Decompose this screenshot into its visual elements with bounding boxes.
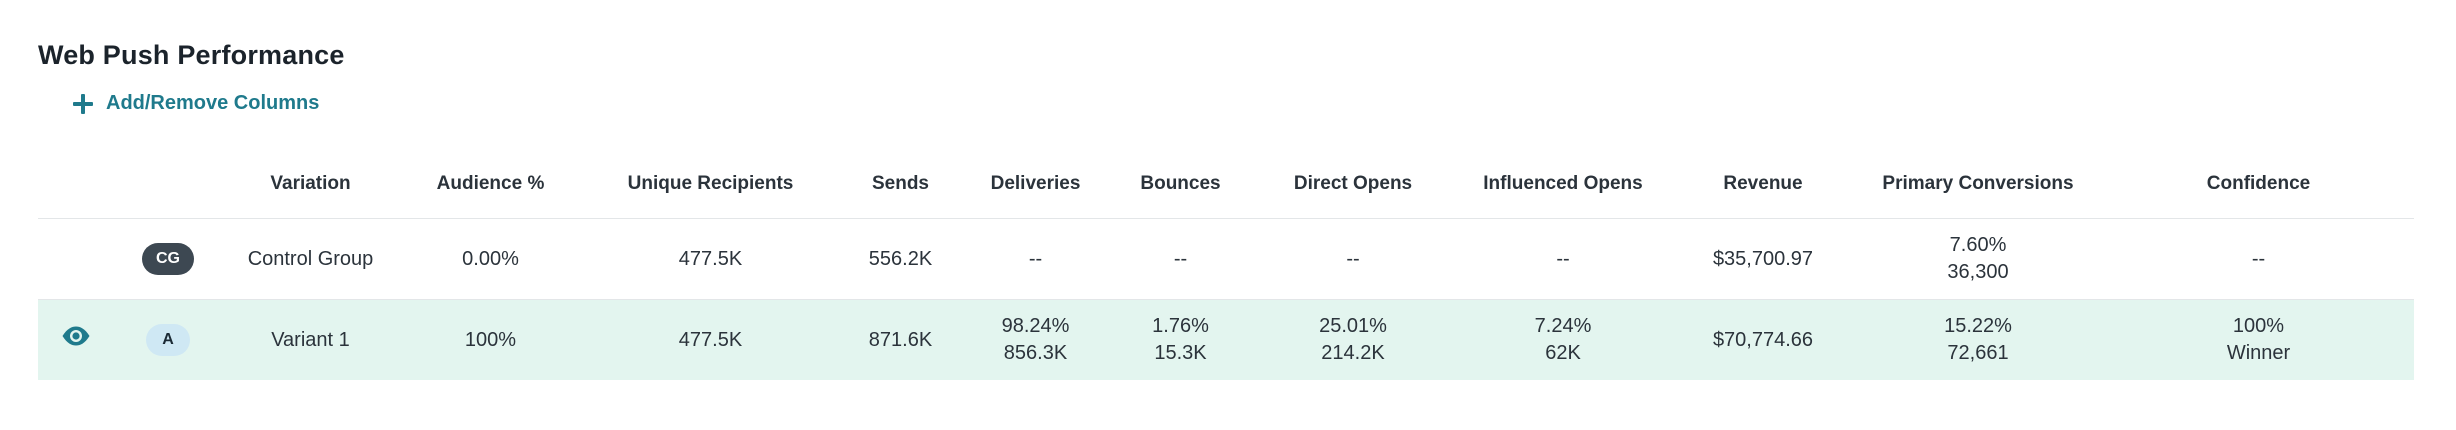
add-remove-columns-label: Add/Remove Columns <box>106 92 320 114</box>
table-row: CG Control Group 0.00% 477.5K 556.2K -- … <box>38 218 2414 300</box>
column-header-icon <box>38 150 113 219</box>
confidence-value: -- <box>2251 247 2266 270</box>
column-header-variation: Variation <box>223 150 398 219</box>
influenced-opens-count: 62K <box>1545 342 1581 364</box>
confidence-value: 100% <box>2232 315 2285 337</box>
column-header-bounces: Bounces <box>1108 150 1253 219</box>
winner-label: Winner <box>2226 342 2291 364</box>
confidence-cell: 100% Winner <box>2103 299 2414 380</box>
variation-cell: Control Group <box>223 218 398 300</box>
revenue-cell: $35,700.97 <box>1673 218 1853 300</box>
direct-opens-count: 214.2K <box>1321 342 1385 364</box>
influenced-opens-cell: -- <box>1453 218 1673 300</box>
direct-opens-cell: -- <box>1253 218 1453 300</box>
unique-recipients-cell: 477.5K <box>583 218 838 300</box>
revenue-cell: $70,774.66 <box>1673 299 1853 380</box>
variation-cell: Variant 1 <box>223 299 398 380</box>
badge-cell: A <box>113 299 223 380</box>
direct-opens-rate: 25.01% <box>1319 315 1387 337</box>
row-icon-cell <box>38 299 113 380</box>
audience-cell: 0.00% <box>398 218 583 300</box>
deliveries-cell: 98.24% 856.3K <box>963 299 1108 380</box>
eye-icon[interactable] <box>61 326 91 354</box>
confidence-cell: -- <box>2103 218 2414 300</box>
variant-badge: A <box>146 324 190 356</box>
deliveries-count: 856.3K <box>1003 342 1068 364</box>
bounces-rate: 1.76% <box>1152 315 1209 337</box>
deliveries-cell: -- <box>963 218 1108 300</box>
primary-conversions-rate: 15.22% <box>1944 315 2012 337</box>
direct-opens-rate: -- <box>1346 247 1360 270</box>
column-header-badge <box>113 150 223 219</box>
unique-recipients-cell: 477.5K <box>583 299 838 380</box>
primary-conversions-count: 36,300 <box>1947 261 2009 283</box>
influenced-opens-rate: -- <box>1556 247 1570 270</box>
performance-table: Variation Audience % Unique Recipients S… <box>38 150 2414 380</box>
badge-cell: CG <box>113 218 223 300</box>
column-header-direct-opens: Direct Opens <box>1253 150 1453 219</box>
direct-opens-cell: 25.01% 214.2K <box>1253 299 1453 380</box>
table-header-row: Variation Audience % Unique Recipients S… <box>38 150 2414 219</box>
influenced-opens-rate: 7.24% <box>1534 315 1592 337</box>
sends-cell: 556.2K <box>838 218 963 300</box>
sends-cell: 871.6K <box>838 299 963 380</box>
column-header-deliveries: Deliveries <box>963 150 1108 219</box>
section-title: Web Push Performance <box>38 40 345 70</box>
deliveries-rate: -- <box>1028 247 1043 270</box>
column-header-revenue: Revenue <box>1673 150 1853 219</box>
plus-icon <box>72 93 94 115</box>
table-row: A Variant 1 100% 477.5K 871.6K 98.24% 85… <box>38 299 2414 380</box>
influenced-opens-cell: 7.24% 62K <box>1453 299 1673 380</box>
column-header-confidence: Confidence <box>2103 150 2414 219</box>
bounces-rate: -- <box>1173 247 1188 270</box>
variant-badge: CG <box>142 243 194 275</box>
add-remove-columns-button[interactable]: Add/Remove Columns <box>72 92 319 115</box>
column-header-primary-conversions: Primary Conversions <box>1853 150 2103 219</box>
column-header-audience: Audience % <box>398 150 583 219</box>
bounces-count: 15.3K <box>1154 342 1207 364</box>
column-header-unique-recipients: Unique Recipients <box>583 150 838 219</box>
primary-conversions-count: 72,661 <box>1947 342 2009 364</box>
column-header-sends: Sends <box>838 150 963 219</box>
bounces-cell: -- <box>1108 218 1253 300</box>
primary-conversions-rate: 7.60% <box>1949 234 2007 256</box>
deliveries-rate: 98.24% <box>1001 315 1070 337</box>
column-header-influenced-opens: Influenced Opens <box>1453 150 1673 219</box>
primary-conversions-cell: 15.22% 72,661 <box>1853 299 2103 380</box>
primary-conversions-cell: 7.60% 36,300 <box>1853 218 2103 300</box>
bounces-cell: 1.76% 15.3K <box>1108 299 1253 380</box>
row-icon-cell <box>38 218 113 300</box>
audience-cell: 100% <box>398 299 583 380</box>
